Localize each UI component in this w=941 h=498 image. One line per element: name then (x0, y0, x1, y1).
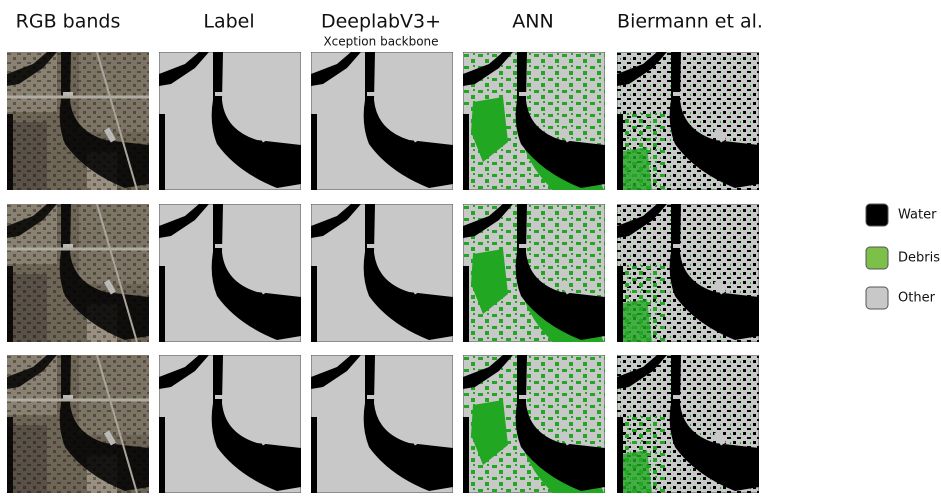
column-title: Biermann et al. (617, 11, 763, 33)
panel-grid (7, 52, 759, 494)
rgb-image (7, 355, 149, 493)
legend-label: Other (898, 291, 936, 306)
legend-swatch (866, 287, 888, 309)
rgb-image (7, 204, 149, 342)
label-map (159, 52, 301, 190)
legend-label: Debris (898, 251, 940, 266)
label-map (159, 355, 301, 493)
legend-swatch (866, 247, 888, 269)
prediction-map (463, 355, 605, 494)
prediction-map (617, 204, 759, 342)
column-title: Label (203, 11, 254, 33)
body: RGB bands Label DeeplabV3+ Xception back… (0, 0, 941, 494)
prediction-map (617, 52, 759, 190)
prediction-map (311, 355, 453, 493)
rgb-image (7, 52, 149, 190)
prediction-map (617, 355, 759, 493)
prediction-map (311, 204, 453, 342)
page: Segmentation comparison {"columns": ["RG… (0, 0, 941, 494)
column-subtitle: Xception backbone (323, 35, 438, 49)
column-title: ANN (512, 11, 553, 33)
prediction-map (463, 204, 605, 344)
prediction-map (311, 52, 453, 190)
figure: RGB bands Label DeeplabV3+ Xception back… (0, 0, 941, 494)
legend-label: Water (898, 208, 937, 223)
legend-swatch (866, 204, 888, 226)
column-title: DeeplabV3+ (321, 11, 441, 33)
column-title: RGB bands (16, 11, 121, 33)
label-map (159, 204, 301, 342)
prediction-map (463, 52, 605, 192)
